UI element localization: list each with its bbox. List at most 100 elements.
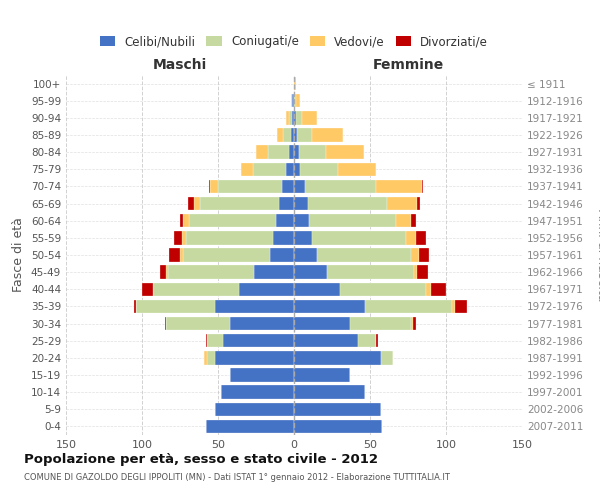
Bar	[292, 111, 294, 124]
Bar	[188, 197, 194, 210]
Bar	[417, 266, 428, 279]
Bar	[206, 420, 294, 433]
Bar	[338, 162, 376, 176]
Bar	[312, 231, 406, 244]
Bar	[294, 368, 350, 382]
Bar	[174, 231, 182, 244]
Bar	[211, 180, 218, 193]
Bar	[376, 180, 422, 193]
Bar	[189, 214, 276, 228]
Bar	[294, 231, 312, 244]
Y-axis label: Fasce di età: Fasce di età	[13, 218, 25, 292]
Bar	[215, 351, 294, 364]
Bar	[166, 317, 230, 330]
Bar	[273, 231, 294, 244]
Bar	[200, 197, 279, 210]
Bar	[182, 231, 186, 244]
Bar	[291, 94, 292, 108]
Bar	[309, 214, 396, 228]
Bar	[277, 128, 283, 141]
Bar	[241, 162, 253, 176]
Bar	[256, 146, 268, 159]
Bar	[308, 197, 387, 210]
Bar	[305, 180, 376, 193]
Text: Femmine: Femmine	[373, 58, 443, 71]
Bar	[269, 248, 294, 262]
Bar	[294, 420, 382, 433]
Bar	[358, 334, 376, 347]
Bar	[209, 180, 211, 193]
Bar	[183, 214, 189, 228]
Bar	[218, 180, 282, 193]
Bar	[328, 266, 414, 279]
Bar	[411, 214, 416, 228]
Bar	[253, 162, 286, 176]
Bar	[239, 282, 294, 296]
Bar	[223, 334, 294, 347]
Bar	[186, 231, 273, 244]
Bar	[286, 162, 294, 176]
Bar	[208, 351, 215, 364]
Bar	[294, 128, 297, 141]
Bar	[183, 248, 269, 262]
Bar	[268, 146, 289, 159]
Bar	[302, 111, 317, 124]
Bar	[294, 197, 308, 210]
Bar	[413, 317, 416, 330]
Bar	[294, 214, 309, 228]
Bar	[206, 334, 208, 347]
Bar	[294, 162, 300, 176]
Bar	[165, 317, 166, 330]
Text: Popolazione per età, sesso e stato civile - 2012: Popolazione per età, sesso e stato civil…	[24, 452, 378, 466]
Bar	[317, 248, 411, 262]
Bar	[422, 180, 423, 193]
Bar	[294, 94, 296, 108]
Bar	[169, 248, 180, 262]
Text: Maschi: Maschi	[153, 58, 207, 71]
Bar	[230, 368, 294, 382]
Bar	[294, 300, 365, 313]
Bar	[294, 180, 305, 193]
Bar	[294, 77, 296, 90]
Bar	[291, 128, 294, 141]
Bar	[276, 214, 294, 228]
Bar	[282, 180, 294, 193]
Bar	[294, 146, 299, 159]
Bar	[160, 266, 166, 279]
Bar	[296, 111, 302, 124]
Bar	[152, 282, 239, 296]
Bar	[215, 300, 294, 313]
Bar	[221, 386, 294, 399]
Bar	[279, 197, 294, 210]
Bar	[208, 334, 223, 347]
Bar	[194, 197, 200, 210]
Bar	[294, 402, 380, 416]
Bar	[376, 334, 377, 347]
Bar	[230, 317, 294, 330]
Bar	[180, 214, 183, 228]
Bar	[426, 282, 431, 296]
Bar	[180, 248, 183, 262]
Bar	[455, 300, 467, 313]
Bar	[289, 111, 292, 124]
Bar	[289, 146, 294, 159]
Bar	[380, 351, 393, 364]
Bar	[294, 282, 340, 296]
Bar	[166, 266, 168, 279]
Bar	[296, 94, 300, 108]
Bar	[297, 128, 312, 141]
Bar	[294, 386, 365, 399]
Bar	[294, 334, 358, 347]
Bar	[136, 300, 215, 313]
Bar	[168, 266, 254, 279]
Bar	[350, 317, 411, 330]
Bar	[294, 351, 380, 364]
Bar	[283, 128, 291, 141]
Bar	[142, 282, 152, 296]
Bar	[411, 248, 419, 262]
Legend: Celibi/Nubili, Coniugati/e, Vedovi/e, Divorziati/e: Celibi/Nubili, Coniugati/e, Vedovi/e, Di…	[95, 30, 493, 53]
Bar	[312, 128, 343, 141]
Bar	[205, 351, 208, 364]
Bar	[387, 197, 417, 210]
Bar	[340, 282, 426, 296]
